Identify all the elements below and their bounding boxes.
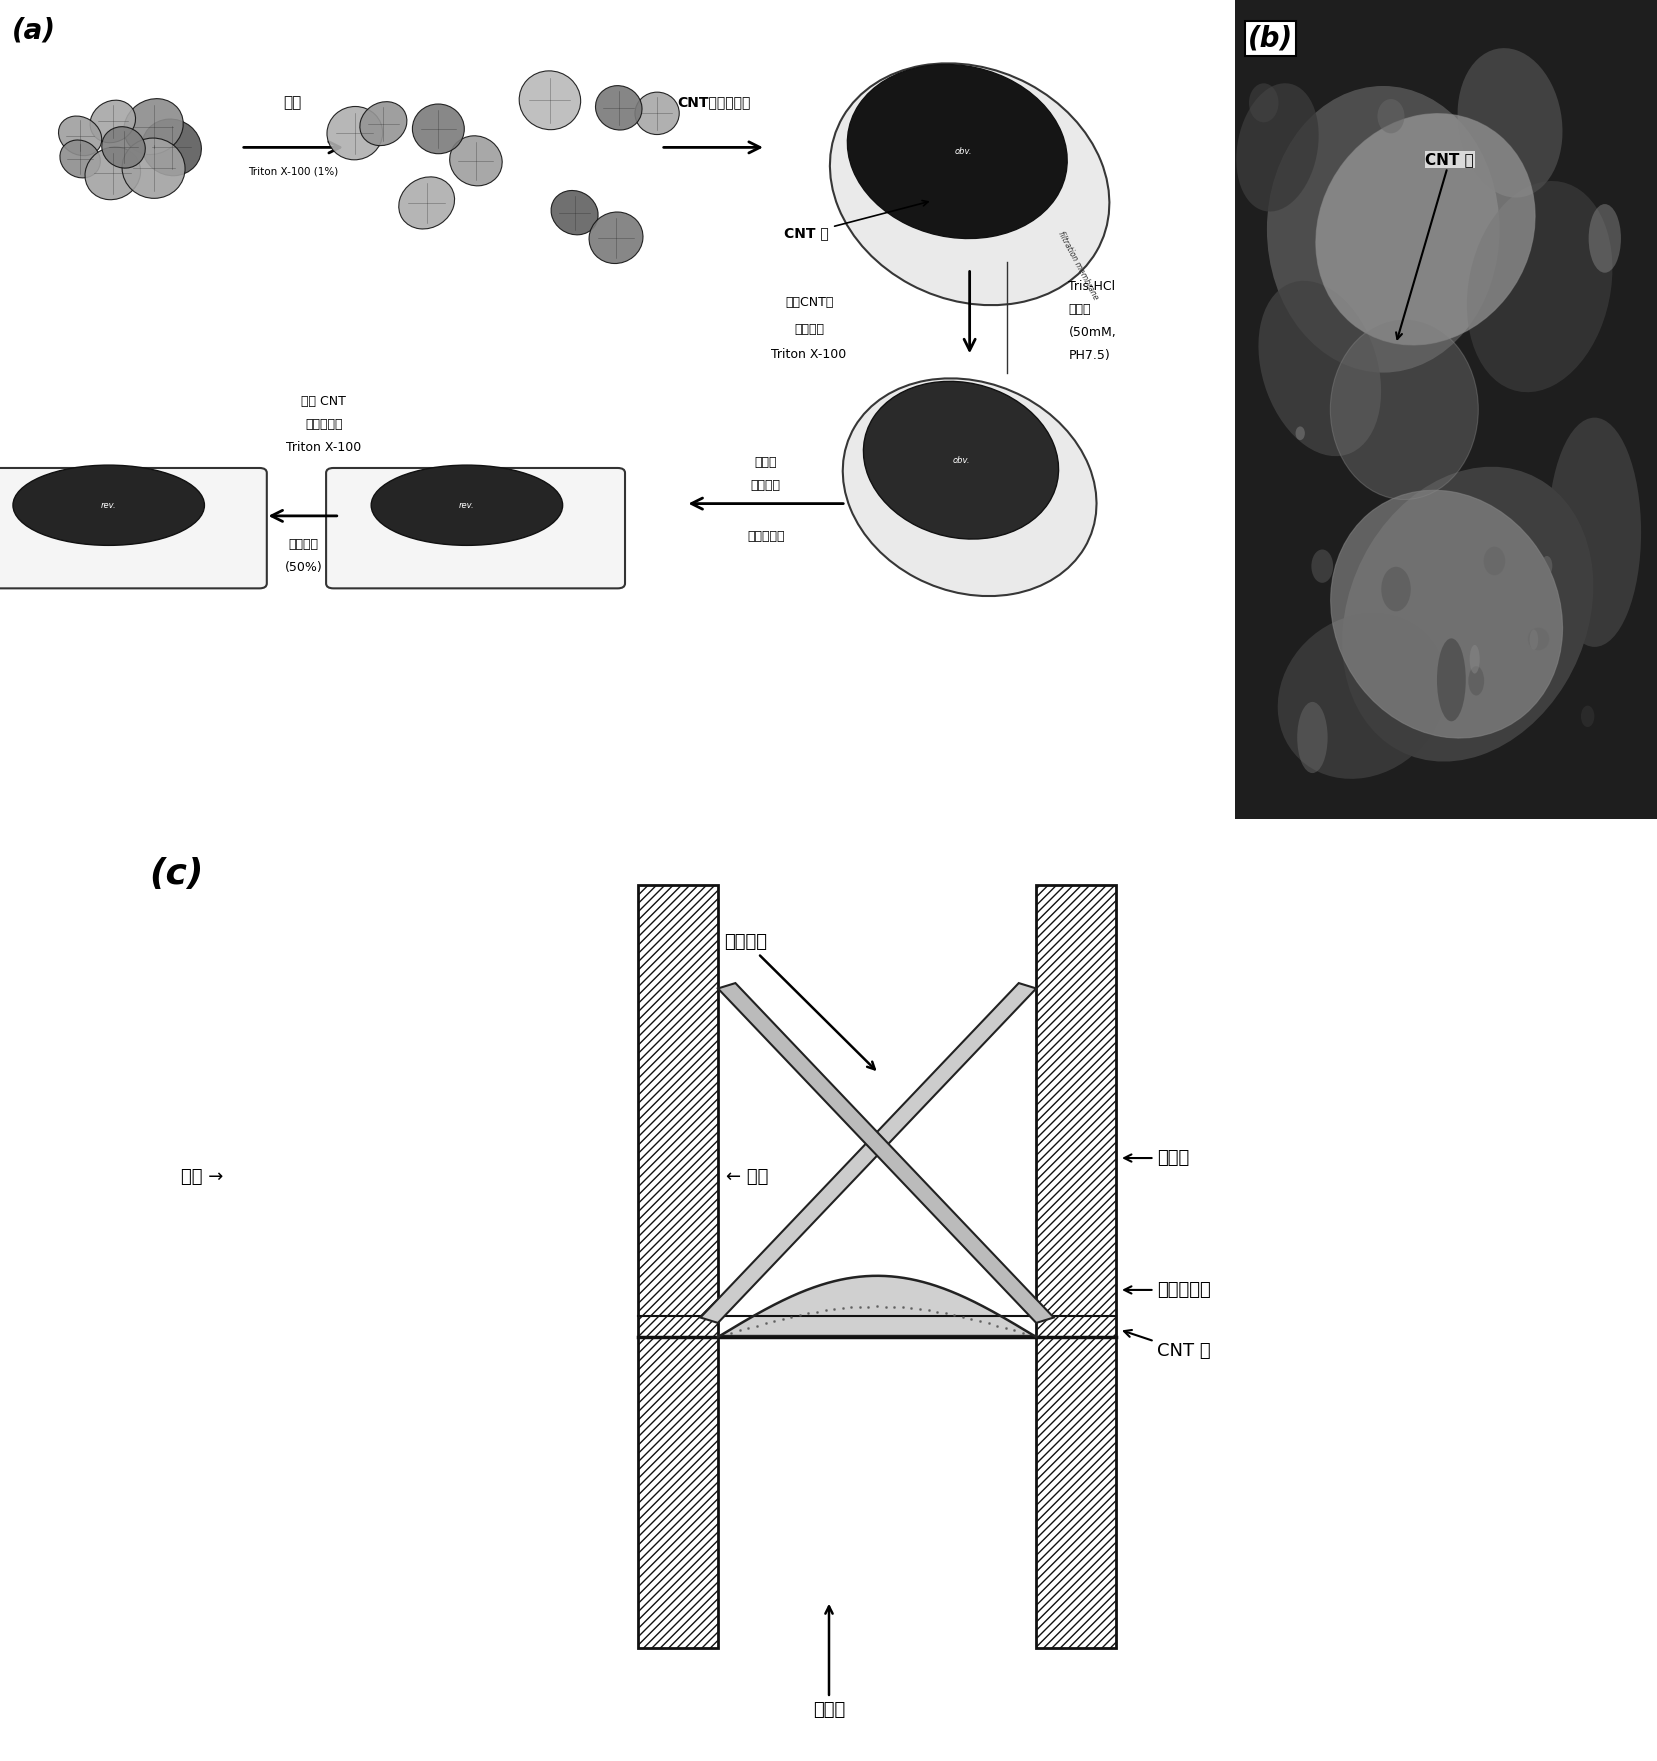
Bar [638, 884, 717, 1648]
Ellipse shape [1466, 181, 1611, 393]
Ellipse shape [1331, 490, 1561, 738]
Text: (50mM,: (50mM, [1067, 326, 1115, 338]
Text: rev.: rev. [101, 500, 116, 509]
Ellipse shape [1548, 417, 1640, 646]
Ellipse shape [58, 116, 101, 155]
Ellipse shape [1258, 280, 1380, 456]
Text: CNT 膜: CNT 膜 [1395, 151, 1473, 340]
Ellipse shape [1316, 113, 1534, 345]
Ellipse shape [550, 190, 598, 234]
Ellipse shape [1483, 546, 1505, 576]
Ellipse shape [588, 211, 643, 264]
Ellipse shape [1541, 556, 1551, 576]
Ellipse shape [371, 465, 562, 546]
Text: CNT 膜: CNT 膜 [1123, 1330, 1210, 1359]
Ellipse shape [1236, 83, 1317, 211]
Ellipse shape [85, 146, 141, 199]
Text: 丙醇蒸气浴: 丙醇蒸气浴 [747, 530, 784, 542]
Text: Triton X-100: Triton X-100 [771, 349, 847, 361]
Text: (a): (a) [12, 16, 56, 44]
Ellipse shape [13, 465, 204, 546]
Ellipse shape [60, 139, 101, 178]
Ellipse shape [101, 127, 146, 167]
Ellipse shape [863, 382, 1057, 539]
Ellipse shape [1529, 630, 1538, 650]
Text: 除去CNT膜: 除去CNT膜 [784, 296, 833, 310]
Text: CNT膜过滤方法: CNT膜过滤方法 [676, 95, 751, 109]
Text: 除去 CNT: 除去 CNT [302, 394, 346, 409]
Ellipse shape [1296, 703, 1327, 773]
Bar [1036, 884, 1115, 1648]
Ellipse shape [1342, 467, 1592, 761]
Ellipse shape [399, 176, 454, 229]
Ellipse shape [847, 65, 1067, 238]
Ellipse shape [1457, 48, 1561, 197]
Ellipse shape [1377, 99, 1403, 134]
Ellipse shape [1380, 567, 1410, 611]
Text: 分散: 分散 [283, 95, 302, 109]
Text: 膜过滤器: 膜过滤器 [751, 479, 780, 491]
Ellipse shape [830, 63, 1109, 305]
FancyBboxPatch shape [326, 468, 625, 588]
Text: 缓冲液: 缓冲液 [1067, 303, 1090, 315]
Text: (c): (c) [149, 856, 204, 891]
Ellipse shape [124, 99, 184, 155]
Polygon shape [717, 983, 1054, 1323]
Text: 外管 →: 外管 → [181, 1168, 224, 1185]
Text: obv.: obv. [954, 146, 971, 157]
Text: CNT 膜: CNT 膜 [784, 201, 928, 241]
Text: Tris-HCl: Tris-HCl [1067, 280, 1115, 292]
Ellipse shape [1587, 204, 1621, 273]
Text: 冷却水: 冷却水 [1123, 1148, 1188, 1168]
Ellipse shape [449, 136, 502, 187]
Ellipse shape [1468, 666, 1483, 696]
Ellipse shape [123, 137, 186, 199]
Ellipse shape [519, 70, 580, 130]
Text: 甲醇溶液: 甲醇溶液 [288, 539, 318, 551]
Ellipse shape [143, 120, 200, 176]
Ellipse shape [326, 106, 383, 160]
Ellipse shape [1437, 637, 1465, 722]
Ellipse shape [1294, 426, 1304, 440]
Ellipse shape [1526, 627, 1548, 650]
Text: ← 内管: ← 内管 [726, 1168, 769, 1185]
Ellipse shape [413, 104, 464, 153]
Text: PH7.5): PH7.5) [1067, 349, 1110, 363]
Text: Triton X-100 (1%): Triton X-100 (1%) [247, 167, 338, 176]
Ellipse shape [1329, 319, 1478, 500]
Polygon shape [699, 983, 1036, 1323]
Text: 冷却水入口: 冷却水入口 [1123, 1280, 1210, 1300]
Text: obv.: obv. [951, 456, 969, 465]
Ellipse shape [842, 379, 1095, 595]
Text: 正面上的: 正面上的 [794, 322, 824, 336]
Ellipse shape [635, 92, 679, 134]
Text: 除去薄: 除去薄 [754, 456, 777, 468]
Ellipse shape [1311, 549, 1332, 583]
Text: rev.: rev. [459, 500, 474, 509]
Ellipse shape [360, 102, 406, 146]
Text: (b): (b) [1248, 25, 1292, 53]
Text: 玻璃基板: 玻璃基板 [724, 933, 875, 1069]
Text: (50%): (50%) [285, 562, 323, 574]
Ellipse shape [89, 100, 136, 143]
Ellipse shape [595, 86, 641, 130]
Ellipse shape [1278, 613, 1445, 778]
Text: 膜反面上的: 膜反面上的 [305, 417, 341, 431]
Ellipse shape [1581, 706, 1594, 727]
FancyBboxPatch shape [0, 468, 267, 588]
Text: filtration membrane: filtration membrane [1056, 229, 1099, 301]
Text: Triton X-100: Triton X-100 [285, 440, 361, 454]
Ellipse shape [1266, 86, 1498, 373]
Ellipse shape [1248, 83, 1278, 122]
Text: 支持台: 支持台 [812, 1606, 845, 1719]
Ellipse shape [1468, 645, 1478, 673]
